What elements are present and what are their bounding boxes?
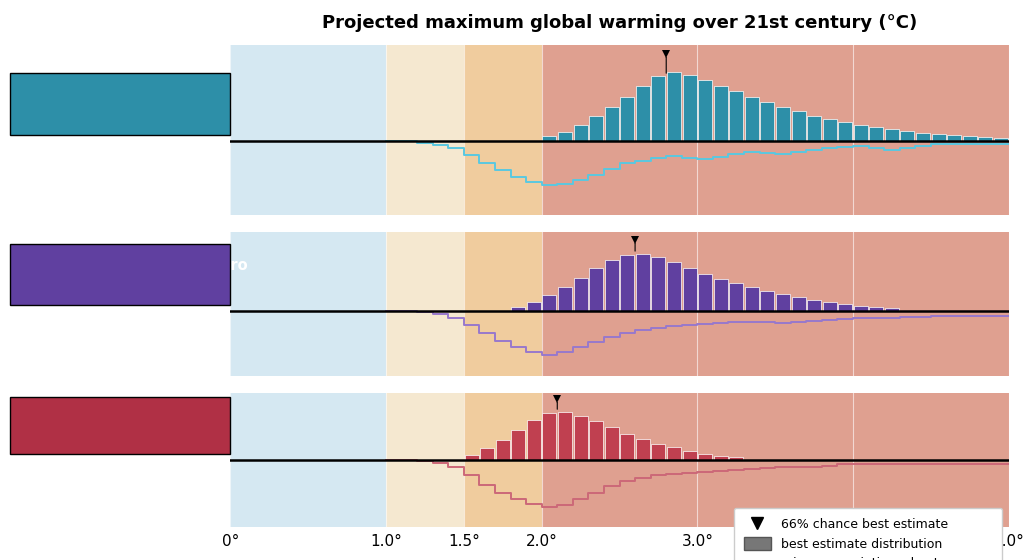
Bar (667, 262, 681, 311)
Bar (573, 125, 588, 141)
Bar (573, 278, 588, 311)
Bar (854, 306, 867, 311)
Bar (885, 308, 899, 311)
Bar (822, 302, 837, 311)
Bar (230, 232, 386, 376)
Bar (636, 86, 650, 141)
Bar (822, 119, 837, 141)
Bar (621, 434, 634, 460)
Bar (900, 132, 914, 141)
Bar (480, 449, 495, 460)
Bar (651, 444, 666, 460)
Bar (932, 134, 945, 141)
Text: Projected maximum global warming over 21st century (°C): Projected maximum global warming over 21… (322, 14, 918, 32)
Bar (230, 393, 386, 528)
Bar (464, 393, 542, 528)
Bar (605, 107, 618, 141)
Bar (558, 132, 572, 141)
Bar (636, 439, 650, 460)
Bar (589, 421, 603, 460)
Bar (605, 427, 618, 460)
Bar (916, 133, 930, 141)
Bar (698, 274, 712, 311)
Bar (496, 440, 510, 460)
Bar (386, 45, 464, 216)
Bar (792, 297, 806, 311)
Bar (386, 232, 464, 376)
Text: Conditional NDCs and all
net zero pledges: Conditional NDCs and all net zero pledge… (18, 410, 222, 442)
Bar (527, 420, 541, 460)
Bar (714, 86, 728, 141)
Bar (714, 456, 728, 460)
Bar (651, 256, 666, 311)
Bar (636, 254, 650, 311)
Bar (230, 45, 386, 216)
Bar (667, 72, 681, 141)
Bar (386, 393, 464, 528)
Bar (807, 300, 821, 311)
Bar (621, 97, 634, 141)
Bar (792, 111, 806, 141)
Bar (543, 137, 556, 141)
Bar (978, 137, 992, 141)
Bar (651, 76, 666, 141)
Bar (854, 125, 867, 141)
Bar (621, 255, 634, 311)
Bar (744, 287, 759, 311)
Bar (963, 136, 977, 141)
Bar (511, 430, 525, 460)
Bar (729, 457, 743, 460)
Bar (839, 122, 852, 141)
Text: Unconditional NDCs + net zero
pledges using strict criteria: Unconditional NDCs + net zero pledges us… (0, 258, 248, 291)
Text: Current policies continuing: Current policies continuing (8, 97, 232, 111)
Bar (714, 279, 728, 311)
Bar (589, 116, 603, 141)
Bar (683, 451, 696, 460)
Bar (698, 80, 712, 141)
Bar (464, 45, 542, 216)
Bar (885, 129, 899, 141)
Bar (744, 97, 759, 141)
Bar (558, 287, 572, 311)
Bar (869, 307, 884, 311)
Bar (542, 232, 1009, 376)
Bar (807, 115, 821, 141)
Bar (947, 135, 962, 141)
Bar (761, 102, 774, 141)
Bar (543, 413, 556, 460)
Legend: 66% chance best estimate, best estimate distribution, min-max variations due to
: 66% chance best estimate, best estimate … (733, 507, 1002, 560)
Bar (464, 232, 542, 376)
Bar (683, 75, 696, 141)
Bar (542, 45, 1009, 216)
Bar (869, 127, 884, 141)
Bar (761, 291, 774, 311)
Bar (994, 138, 1008, 141)
Bar (698, 454, 712, 460)
Bar (605, 260, 618, 311)
Bar (558, 412, 572, 460)
Bar (543, 295, 556, 311)
Bar (729, 283, 743, 311)
Bar (839, 304, 852, 311)
Bar (511, 307, 525, 311)
Bar (776, 107, 790, 141)
Bar (527, 302, 541, 311)
Bar (667, 447, 681, 460)
Bar (465, 455, 478, 460)
Bar (729, 91, 743, 141)
Bar (589, 268, 603, 311)
Bar (776, 295, 790, 311)
Bar (573, 416, 588, 460)
Bar (542, 393, 1009, 528)
Bar (683, 268, 696, 311)
